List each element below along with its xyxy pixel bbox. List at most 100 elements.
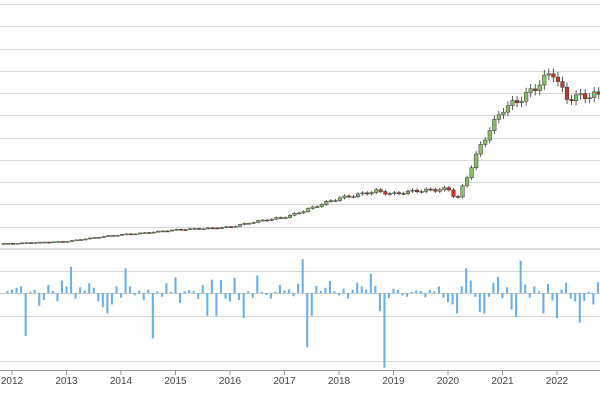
candle-up xyxy=(524,92,529,102)
candle-up xyxy=(15,243,20,245)
x-axis-tick-label: 2014 xyxy=(110,376,133,387)
x-axis-tick-label: 2013 xyxy=(55,376,78,387)
candle-up xyxy=(392,192,397,194)
change-bar xyxy=(129,286,132,294)
change-bar xyxy=(451,293,454,305)
candle-up xyxy=(546,73,551,76)
change-bar xyxy=(474,293,477,297)
candle-down xyxy=(415,189,420,193)
candle-up xyxy=(460,185,465,198)
candle-down xyxy=(197,228,202,230)
change-bar xyxy=(306,293,309,348)
change-bar xyxy=(288,289,291,294)
change-bar xyxy=(410,291,413,294)
change-bar xyxy=(88,283,91,294)
candle-down xyxy=(396,192,401,194)
candle-down xyxy=(378,189,383,192)
change-bar xyxy=(347,293,350,299)
change-bar xyxy=(478,293,481,313)
candle-up xyxy=(369,192,374,195)
candle-down xyxy=(10,243,15,245)
candle-up xyxy=(292,212,297,216)
candle-down xyxy=(210,227,215,230)
x-axis-tick-label: 2020 xyxy=(437,376,460,387)
candle-up xyxy=(587,97,592,99)
change-bar xyxy=(360,286,363,294)
candle-down xyxy=(183,229,188,231)
candle-up xyxy=(469,167,474,179)
change-bar xyxy=(11,289,14,294)
change-bar xyxy=(70,266,73,294)
candlestick-series xyxy=(1,68,600,245)
change-bar xyxy=(169,291,172,294)
candle-up xyxy=(478,144,483,155)
change-bar xyxy=(219,280,222,294)
candle-up xyxy=(247,222,252,225)
change-bar xyxy=(60,280,63,294)
candle-down xyxy=(178,229,183,231)
change-bar xyxy=(592,293,595,305)
change-bar xyxy=(38,293,41,306)
change-bar xyxy=(83,290,86,294)
change-bar xyxy=(292,293,295,297)
candle-up xyxy=(42,241,47,244)
candle-up xyxy=(19,242,25,245)
candle-up xyxy=(356,193,361,197)
change-bar xyxy=(269,293,272,299)
change-bar xyxy=(24,293,27,337)
candle-up xyxy=(38,241,43,244)
candle-down xyxy=(47,241,52,244)
change-bar xyxy=(274,291,277,294)
change-bar xyxy=(465,268,468,294)
change-bar xyxy=(278,285,281,294)
x-axis-ticks: 2012 2013 2014 2015 2016 2017 2018 2019 2020 2021… xyxy=(1,370,569,387)
x-axis-tick-label: 2015 xyxy=(164,376,187,387)
candle-up xyxy=(405,190,411,194)
change-bar xyxy=(79,287,82,294)
candle-up xyxy=(88,237,93,240)
change-bar xyxy=(328,280,331,294)
change-bar xyxy=(51,290,54,294)
candle-down xyxy=(128,233,134,236)
candle-up xyxy=(78,239,84,241)
change-bar xyxy=(387,293,390,299)
candle-up xyxy=(151,231,156,234)
change-bar xyxy=(165,283,168,294)
change-bar xyxy=(519,260,522,294)
candle-up xyxy=(97,237,102,239)
change-bar xyxy=(183,291,186,294)
change-bar xyxy=(151,293,154,339)
change-bar xyxy=(596,282,599,294)
change-bar xyxy=(310,293,313,316)
change-bar xyxy=(437,286,440,294)
change-bar xyxy=(365,289,368,294)
candle-up xyxy=(542,74,547,86)
candle-up xyxy=(287,214,292,218)
change-bar xyxy=(120,293,123,298)
change-bar xyxy=(469,280,472,294)
change-bar xyxy=(578,293,581,323)
change-bar xyxy=(156,291,159,294)
change-bar xyxy=(179,293,182,304)
change-bar xyxy=(542,293,545,314)
change-bar xyxy=(92,287,95,294)
candle-up xyxy=(496,114,501,120)
change-bar xyxy=(297,283,300,294)
change-bar xyxy=(319,290,322,294)
candle-down xyxy=(433,189,438,192)
candle-up xyxy=(206,227,211,230)
change-bar xyxy=(342,288,345,294)
candle-up xyxy=(65,241,70,243)
candle-up xyxy=(187,228,193,230)
monthly-change-bars xyxy=(6,259,599,368)
change-panel-gridlines xyxy=(0,271,600,362)
change-bar xyxy=(351,290,354,294)
change-bar xyxy=(15,287,18,294)
candle-up xyxy=(274,217,279,220)
change-bar xyxy=(206,293,209,316)
candle-up xyxy=(505,105,510,113)
change-bar xyxy=(133,293,136,296)
change-bar xyxy=(115,286,118,294)
change-bar xyxy=(415,290,418,294)
